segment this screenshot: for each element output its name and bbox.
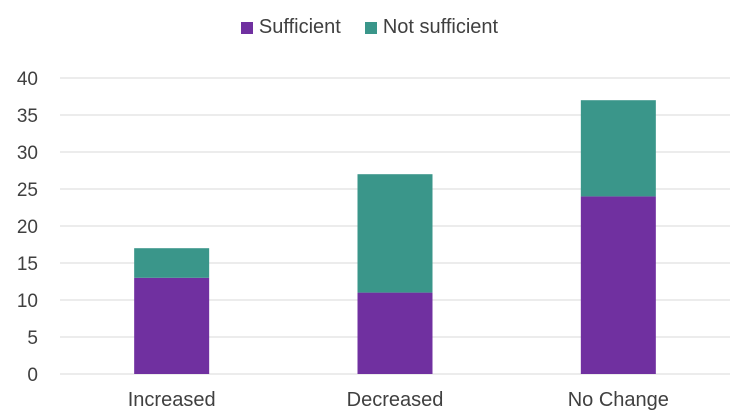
legend: Sufficient Not sufficient bbox=[0, 16, 739, 39]
y-tick-label: 25 bbox=[17, 180, 38, 201]
legend-item-not-sufficient: Not sufficient bbox=[364, 16, 499, 39]
bar-not-sufficient-increased bbox=[134, 248, 210, 278]
bars bbox=[134, 100, 656, 374]
legend-label-not-sufficient: Not sufficient bbox=[382, 16, 499, 38]
bar-not-sufficient-no-change bbox=[580, 100, 656, 197]
y-tick-label: 5 bbox=[27, 328, 38, 349]
y-axis-ticks: 0 5 10 15 20 25 30 35 40 bbox=[17, 69, 38, 386]
y-tick-label: 20 bbox=[17, 217, 38, 238]
bar-sufficient-increased bbox=[134, 277, 210, 374]
bar-not-sufficient-decreased bbox=[357, 174, 433, 293]
x-tick-label: Increased bbox=[128, 389, 216, 411]
y-tick-label: 30 bbox=[17, 143, 38, 164]
bar-sufficient-decreased bbox=[357, 292, 433, 374]
y-tick-label: 40 bbox=[17, 69, 38, 90]
y-tick-label: 35 bbox=[17, 106, 38, 127]
x-axis-ticks: Increased Decreased No Change bbox=[128, 389, 669, 411]
y-tick-label: 15 bbox=[17, 254, 38, 275]
y-tick-label: 0 bbox=[27, 365, 38, 386]
x-tick-label: Decreased bbox=[347, 389, 444, 411]
legend-label-sufficient: Sufficient bbox=[258, 16, 341, 38]
legend-item-sufficient: Sufficient bbox=[240, 16, 341, 39]
bar-sufficient-no-change bbox=[580, 196, 656, 374]
legend-swatch-not-sufficient bbox=[364, 21, 377, 34]
x-tick-label: No Change bbox=[568, 389, 669, 411]
y-tick-label: 10 bbox=[17, 291, 38, 312]
legend-swatch-sufficient bbox=[240, 21, 253, 34]
